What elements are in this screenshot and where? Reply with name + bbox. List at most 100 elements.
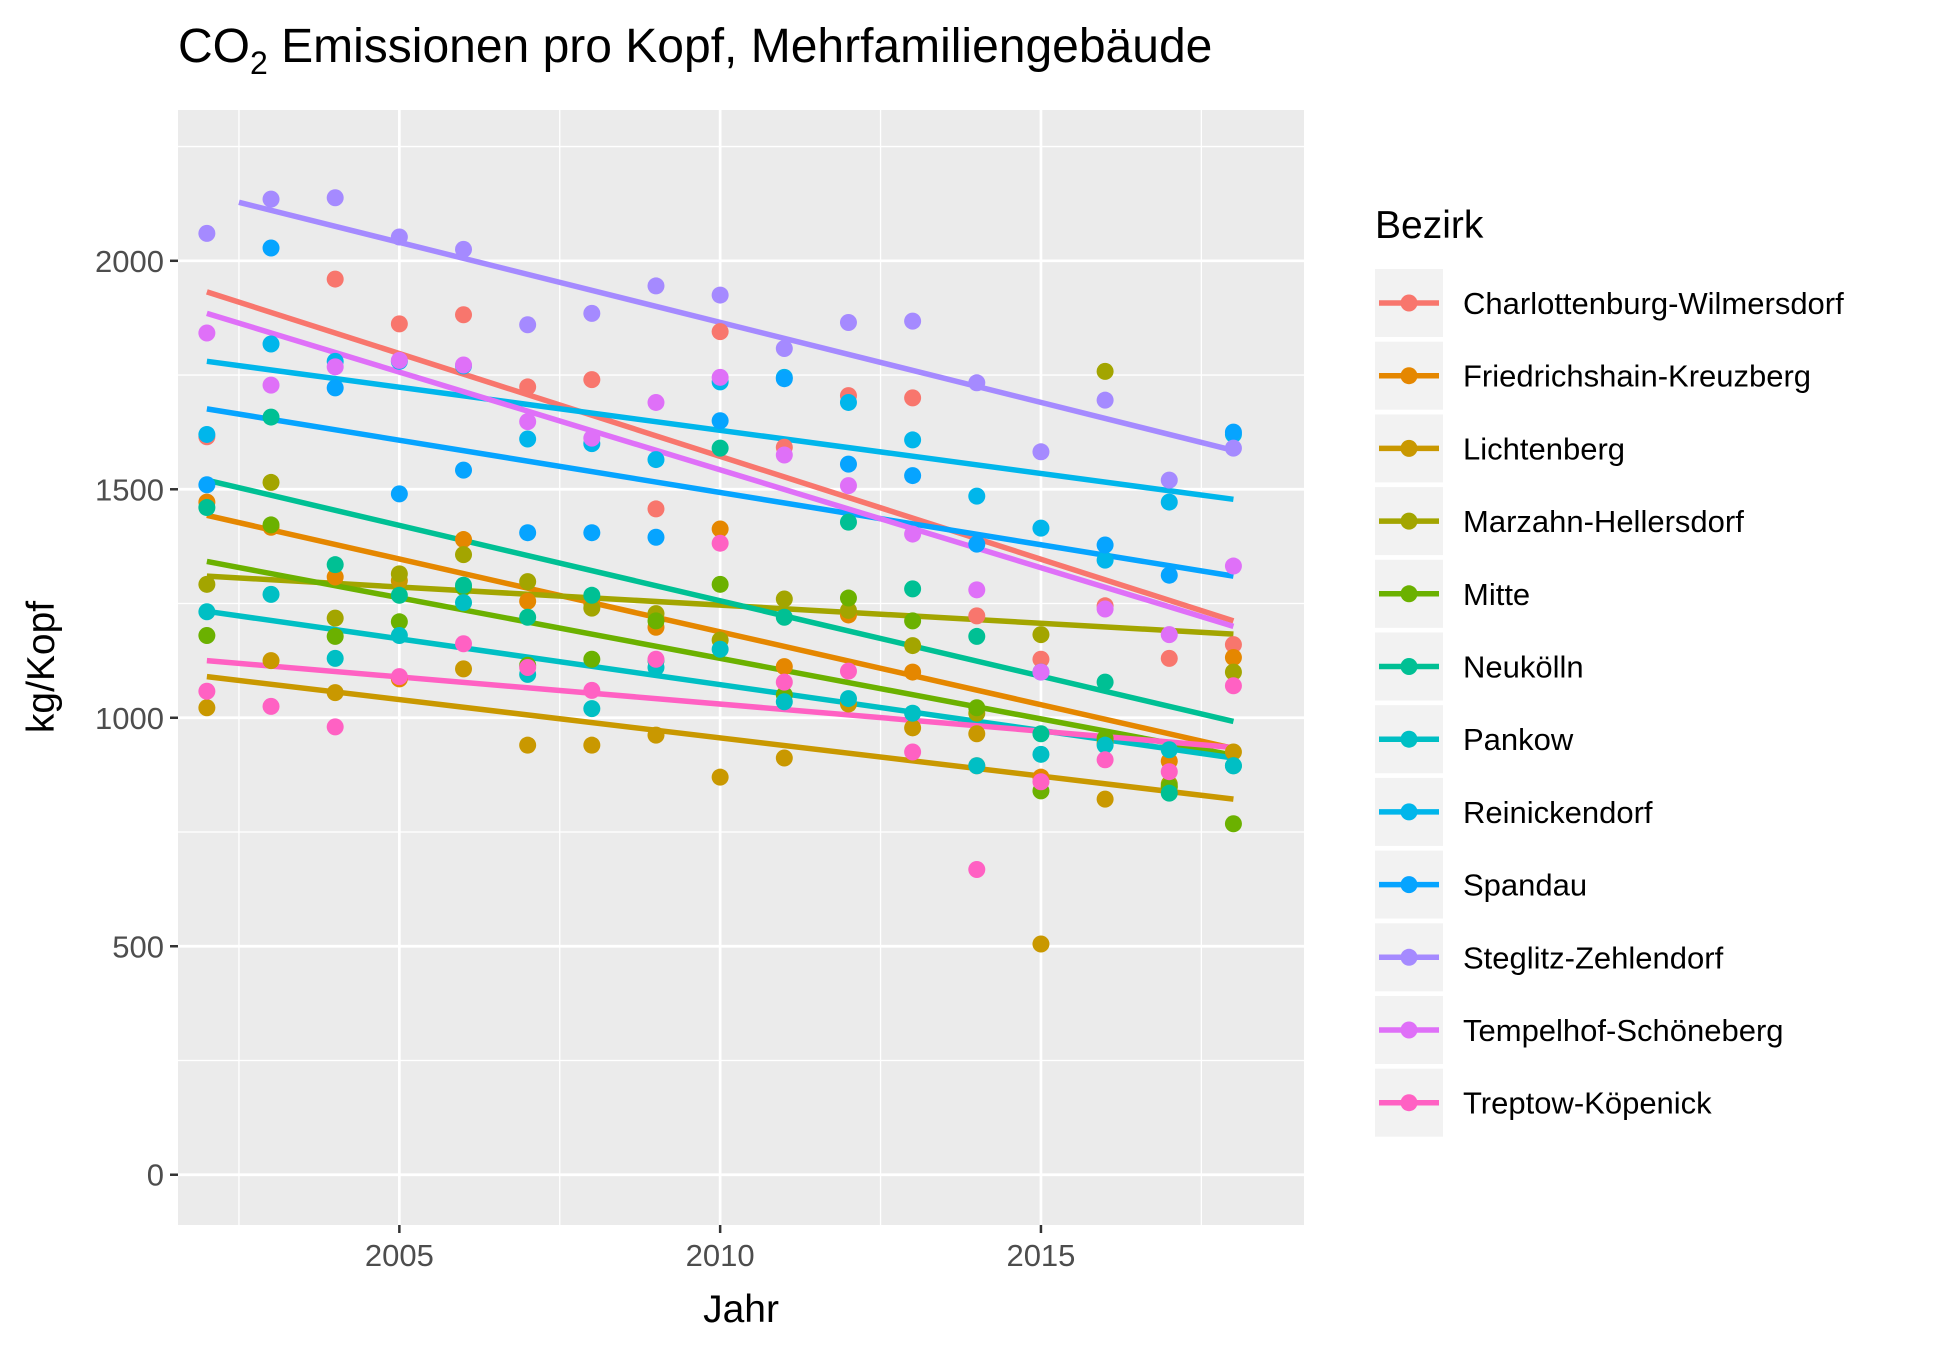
data-point [775,446,793,464]
plot-panel [178,110,1304,1225]
data-point [1032,773,1050,791]
y-tick-label: 0 [147,1158,164,1193]
data-point [326,718,344,736]
data-point [583,681,601,699]
legend: Charlottenburg-Wilmersdorf Friedrichshain… [1375,269,1844,1137]
data-point [968,581,986,599]
legend-key-point [1400,730,1418,748]
data-point [455,660,473,678]
data-point [262,585,280,603]
data-point [968,627,986,645]
data-point [1160,649,1178,667]
data-point [647,528,665,546]
data-point [519,736,537,754]
data-point [904,704,922,722]
legend-label: Marzahn-Hellersdorf [1463,504,1744,539]
data-point [839,393,857,411]
data-point [326,568,344,586]
data-point [775,608,793,626]
x-tick-label: 2010 [686,1238,755,1273]
data-point [711,534,729,552]
data-point [519,608,537,626]
legend-key-point [1400,512,1418,530]
data-point [519,430,537,448]
data-point [1096,751,1114,769]
legend-title: Bezirk [1375,204,1484,247]
data-point [904,389,922,407]
data-point [775,370,793,388]
data-point [711,768,729,786]
data-point [262,239,280,257]
legend-label: Tempelhof-Schöneberg [1463,1013,1784,1048]
data-point [647,612,665,630]
data-point [1096,391,1114,409]
trend-line [206,673,1234,802]
data-point [711,323,729,341]
data-point [1224,557,1242,575]
data-point [711,439,729,457]
data-point [262,516,280,534]
data-point [262,376,280,394]
data-point [1160,471,1178,489]
data-point [455,635,473,653]
data-point [1032,935,1050,953]
data-point [968,487,986,505]
data-point [711,520,729,538]
data-point [647,650,665,668]
data-point [1096,551,1114,569]
data-point [1096,673,1114,691]
data-point [1160,626,1178,644]
legend-key-point [1400,1094,1418,1112]
data-point [1096,600,1114,618]
data-point [583,599,601,617]
data-point [775,590,793,608]
data-point [455,306,473,324]
data-point [262,473,280,491]
legend-key-point [1400,1021,1418,1039]
data-point [326,684,344,702]
data-point [583,429,601,447]
y-tick-label: 500 [112,929,164,964]
legend-label: Lichtenberg [1463,431,1625,466]
legend-key-point [1400,367,1418,385]
data-point [775,340,793,358]
data-point [198,682,216,700]
data-point [1032,725,1050,743]
data-point [1032,663,1050,681]
data-point [904,312,922,330]
data-point [775,749,793,767]
data-point [583,304,601,322]
y-tick-label: 2000 [95,244,164,279]
y-axis: 0 500 1000 1500 2000 [95,244,178,1193]
legend-label: Friedrichshain-Kreuzberg [1463,359,1811,394]
data-point [1224,743,1242,761]
data-point [390,565,408,583]
trend-line [206,573,1234,637]
legend-key-point [1400,439,1418,457]
data-point [1032,650,1050,668]
legend-label: Spandau [1463,868,1587,903]
trend-line [206,358,1234,503]
data-point [198,224,216,242]
data-point [968,699,986,717]
data-point [839,313,857,331]
data-point [519,413,537,431]
data-point [519,524,537,542]
data-point [968,535,986,553]
trend-line [206,558,1234,758]
data-point [198,499,216,517]
legend-label: Pankow [1463,722,1574,757]
x-tick-label: 2015 [1006,1238,1075,1273]
data-point [904,431,922,449]
data-point [198,699,216,717]
data-point [1096,362,1114,380]
data-point [968,607,986,625]
data-point [904,580,922,598]
data-point [647,277,665,295]
data-point [326,270,344,288]
data-point [839,455,857,473]
data-point [326,556,344,574]
data-point [198,425,216,443]
data-point [262,335,280,353]
